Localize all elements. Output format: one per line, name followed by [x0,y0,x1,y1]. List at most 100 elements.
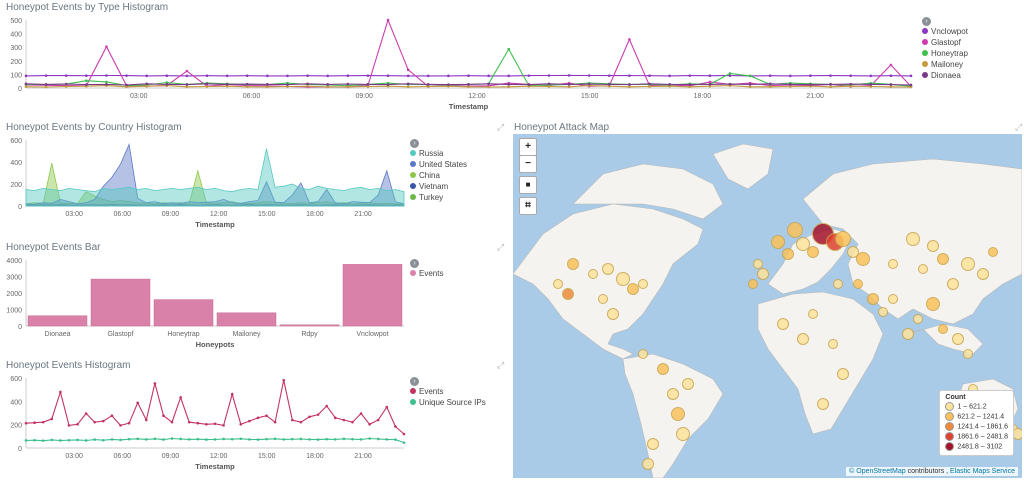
attack-marker[interactable] [878,307,888,317]
attack-marker[interactable] [837,368,849,380]
expand-icon[interactable]: ⤢ [497,242,505,252]
attack-marker[interactable] [937,253,949,265]
attack-marker[interactable] [988,247,998,257]
attack-marker[interactable] [828,339,838,349]
attack-marker[interactable] [657,363,669,375]
x-tick-label: 12:00 [210,211,228,218]
legend-item[interactable]: Mailoney [922,59,968,70]
legend-item[interactable]: China [410,170,467,181]
attack-marker[interactable] [757,268,769,280]
y-tick-label: 400 [10,32,22,39]
attack-marker[interactable] [796,237,810,251]
attack-marker[interactable] [647,438,659,450]
attack-marker[interactable] [627,283,639,295]
x-tick-label: Honeytrap [167,331,199,338]
zoom-in-button[interactable]: + [519,138,537,156]
legend-item[interactable]: Unique Source IPs [410,397,486,408]
map-attribution: © OpenStreetMap contributors , Elastic M… [846,467,1018,476]
attack-marker[interactable] [671,407,685,421]
attack-marker[interactable] [797,333,809,345]
attack-marker[interactable] [947,278,959,290]
attack-marker[interactable] [562,288,574,300]
attack-marker[interactable] [588,269,598,279]
legend-item[interactable]: Events [410,386,486,397]
data-point [110,438,114,441]
expand-icon[interactable]: ⤢ [497,122,505,132]
legend-swatch-icon [945,432,955,441]
data-point [467,85,470,89]
attack-marker[interactable] [927,240,939,252]
attack-marker[interactable] [926,297,940,311]
legend-toggle-icon[interactable]: › [922,17,931,26]
crop-icon[interactable]: ⌗ [519,197,537,215]
attack-marker[interactable] [977,268,989,280]
attack-marker[interactable] [888,259,898,269]
attack-marker[interactable] [667,388,679,400]
attack-marker[interactable] [753,259,763,269]
attack-marker[interactable] [598,294,608,304]
attack-marker[interactable] [961,257,975,271]
attack-marker[interactable] [567,258,579,270]
attack-marker[interactable] [888,294,898,304]
attack-marker[interactable] [938,324,948,334]
attack-marker[interactable] [807,246,819,258]
attack-marker[interactable] [867,293,879,305]
attack-marker[interactable] [676,427,690,441]
legend-item[interactable]: Vnclowpot [922,26,968,37]
data-point [316,438,320,441]
expand-icon[interactable]: ⤢ [1015,122,1023,132]
legend-item[interactable]: Glastopf [922,37,968,48]
legend-swatch-icon [945,412,955,421]
legend-item[interactable]: Honeytrap [922,48,968,59]
attack-marker[interactable] [638,279,648,289]
attack-marker[interactable] [748,279,758,289]
map-viewport[interactable]: + − ■ ⌗ Count 1 – 621.2 621.2 – 1241.4 124… [513,134,1022,478]
legend-item[interactable]: Dionaea [922,70,968,81]
draw-rectangle-button[interactable]: ■ [519,176,537,194]
attack-marker[interactable] [642,458,654,470]
legend-item[interactable]: Russia [410,148,467,159]
data-point [376,437,380,441]
legend-item[interactable]: Vietnam [410,181,467,192]
attack-marker[interactable] [963,349,973,359]
attack-marker[interactable] [918,264,928,274]
expand-icon[interactable]: ⤢ [497,360,505,370]
legend-toggle-icon[interactable]: › [410,377,419,386]
zoom-out-button[interactable]: − [519,155,537,173]
attack-marker[interactable] [952,333,964,345]
attack-marker[interactable] [602,263,614,275]
data-point [205,423,208,426]
attack-marker[interactable] [771,235,785,249]
legend-item[interactable]: Events [410,268,443,279]
attack-marker[interactable] [817,398,829,410]
attack-marker[interactable] [638,349,648,359]
data-point [185,69,189,73]
attack-marker[interactable] [856,252,870,266]
legend-item[interactable]: United States [410,159,467,170]
data-point [849,84,852,88]
attack-marker[interactable] [607,308,619,320]
attack-marker[interactable] [835,231,851,247]
attack-marker[interactable] [782,248,794,260]
attack-marker[interactable] [833,279,843,289]
legend-swatch-icon [945,422,955,431]
data-point [93,438,97,441]
attack-marker[interactable] [616,272,630,286]
data-point [346,85,350,89]
attack-marker[interactable] [777,318,789,330]
legend-toggle-icon[interactable]: › [410,139,419,148]
attack-marker[interactable] [787,222,803,238]
legend-item[interactable]: Turkey [410,192,467,203]
attack-marker[interactable] [902,328,914,340]
ems-link[interactable]: Elastic Maps Service [950,468,1015,475]
osm-link[interactable]: © OpenStreetMap [849,468,906,475]
attack-marker[interactable] [808,309,818,319]
attack-marker[interactable] [906,232,920,246]
x-axis-title: Timestamp [449,102,489,111]
attack-marker[interactable] [913,314,923,324]
legend-toggle-icon[interactable]: › [410,259,419,268]
attack-marker[interactable] [853,279,863,289]
attack-marker[interactable] [682,378,694,390]
attack-marker[interactable] [553,279,563,289]
panel-title: Honeypot Events by Country Histogram [6,122,182,133]
